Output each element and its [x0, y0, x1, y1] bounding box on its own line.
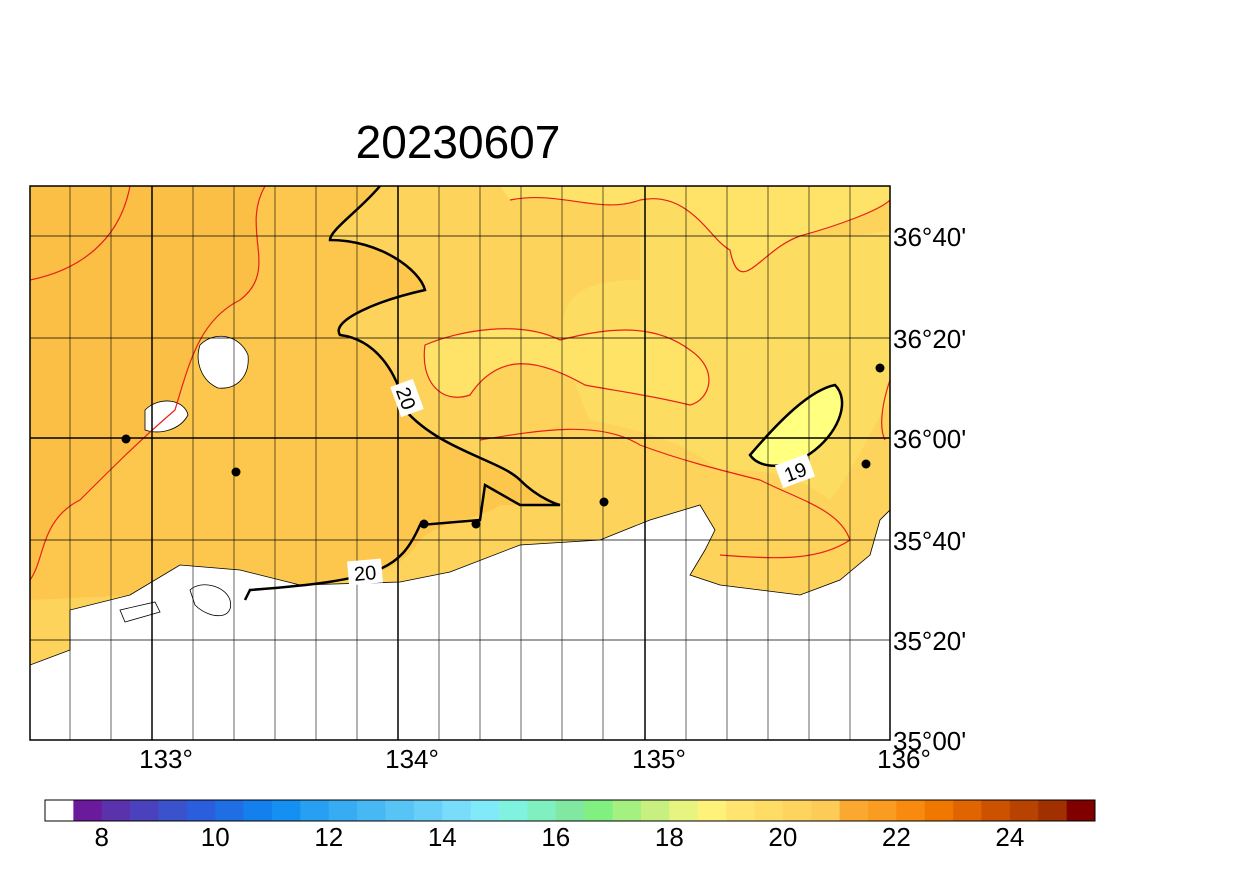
- colorbar-box: [101, 800, 131, 821]
- contour-label: 19: [774, 453, 816, 489]
- lon-label: 135°: [632, 744, 686, 774]
- lon-label: 133°: [139, 744, 193, 774]
- title: 20230607: [356, 116, 561, 168]
- contour-label-text: 20: [353, 562, 377, 586]
- lon-label: 136°: [877, 744, 931, 774]
- colorbar-box: [697, 800, 727, 821]
- colorbar-box: [640, 800, 670, 821]
- colorbar-label: 24: [995, 822, 1024, 852]
- colorbar-label: 22: [882, 822, 911, 852]
- colorbar-box: [45, 800, 74, 821]
- map-frame: [29, 185, 891, 741]
- lat-label: 35°20': [893, 626, 966, 656]
- colorbar-box: [867, 800, 897, 821]
- colorbar-box: [499, 800, 528, 821]
- map-body: [30, 186, 890, 740]
- colorbar-box: [527, 800, 557, 821]
- contour-label: 20: [347, 558, 383, 586]
- colorbar-box: [924, 800, 954, 821]
- lat-label: 36°00': [893, 424, 966, 454]
- colorbar-box: [584, 800, 613, 821]
- colorbar-box: [130, 800, 159, 821]
- colorbar-box: [357, 800, 386, 821]
- colorbar-box: [981, 800, 1011, 821]
- island: [197, 336, 249, 389]
- red-contours: [30, 186, 890, 581]
- colorbar-box: [726, 800, 755, 821]
- warm-region: [30, 186, 560, 600]
- stations: [121, 363, 885, 529]
- colorbar-label: 8: [95, 822, 109, 852]
- colorbar-box: [413, 800, 443, 821]
- colorbar-box: [839, 800, 869, 821]
- colorbar-box: [953, 800, 982, 821]
- land: [30, 504, 890, 740]
- island: [144, 400, 189, 433]
- colorbar-box: [782, 800, 812, 821]
- colorbar-frame: [44, 799, 1096, 822]
- colorbar-box: [1066, 800, 1096, 821]
- colorbar-box: [754, 800, 784, 821]
- colorbar-label: 16: [541, 822, 570, 852]
- colorbar-box: [243, 800, 273, 821]
- colorbar-box: [470, 800, 500, 821]
- lon-labels: 133° 134° 135° 136°: [139, 744, 931, 774]
- colorbar-label: 10: [201, 822, 230, 852]
- colorbar-box: [555, 800, 585, 821]
- colorbar-box: [1038, 800, 1067, 821]
- colorbar-box: [73, 800, 103, 821]
- warm-patch: [500, 186, 890, 272]
- colorbar-box: [811, 800, 840, 821]
- colorbar-box: [215, 800, 244, 821]
- colorbar-box: [385, 800, 415, 821]
- colorbar-label: 18: [655, 822, 684, 852]
- colorbar-box: [186, 800, 216, 821]
- lat-label: 35°00': [893, 726, 966, 756]
- grid: [30, 186, 890, 740]
- colorbar-box: [1009, 800, 1039, 821]
- colorbar-label: 14: [428, 822, 457, 852]
- island: [119, 584, 232, 623]
- colorbar-box: [612, 800, 642, 821]
- colorbar-box: [896, 800, 926, 821]
- lat-label: 35°40': [893, 526, 966, 556]
- lat-labels: 36°40' 36°20' 36°00' 35°40' 35°20' 35°00': [893, 222, 966, 756]
- colorbar-box: [442, 800, 471, 821]
- colorbar-label: 20: [768, 822, 797, 852]
- colorbar-box: [669, 800, 699, 821]
- lon-label: 134°: [385, 744, 439, 774]
- colorbar-box: [328, 800, 358, 821]
- lat-label: 36°40': [893, 222, 966, 252]
- colorbar-box: [272, 800, 301, 821]
- colorbar-box: [158, 800, 188, 821]
- colorbar-box: [300, 800, 330, 821]
- colorbar: 8 10 12 14 16 18 20 22 24: [44, 799, 1096, 852]
- lat-label: 36°20': [893, 324, 966, 354]
- colorbar-label: 12: [314, 822, 343, 852]
